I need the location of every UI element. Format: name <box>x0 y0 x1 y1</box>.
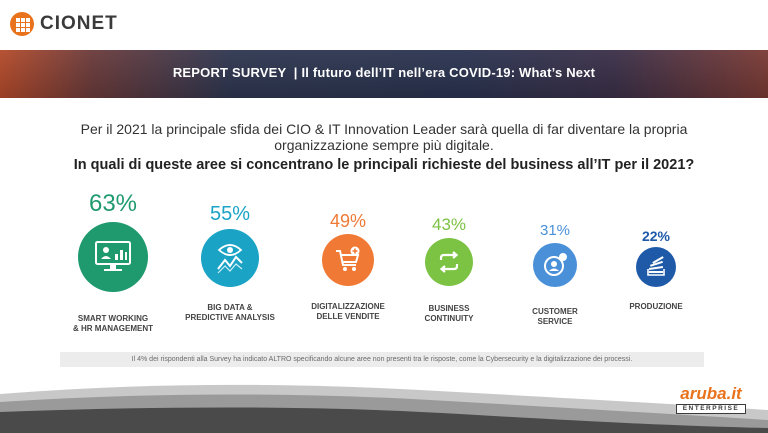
cionet-logo-icon <box>10 12 34 36</box>
repeat-icon <box>439 251 459 273</box>
banner-title: REPORT SURVEY | Il futuro dell’IT nell’e… <box>172 65 596 80</box>
result-label: SMART WORKING & HR MANAGEMENT <box>73 314 153 333</box>
result-icon-circle <box>201 229 259 287</box>
result-percentage: 43% <box>431 215 467 234</box>
result-item-business-continuity: 43% BUSINESS CONTINUITY <box>391 215 507 324</box>
result-label: BUSINESS CONTINUITY <box>424 304 474 323</box>
result-icon-circle <box>425 238 473 286</box>
result-item-digitalizzazione: 49% DIGITALIZZAZIONE DELLE VENDITE <box>290 210 406 322</box>
result-icon-circle <box>636 247 676 287</box>
result-percentage: 22% <box>641 228 671 244</box>
result-icon-circle <box>322 234 374 286</box>
intro-text: Per il 2021 la principale sfida dei CIO … <box>80 121 688 153</box>
monitor-icon <box>95 241 131 271</box>
result-label: PRODUZIONE <box>629 302 683 311</box>
user-support-icon <box>544 253 567 276</box>
result-label: BIG DATA & PREDICTIVE ANALYSIS <box>185 303 275 322</box>
result-icon-circle <box>78 222 148 292</box>
stack-icon <box>647 256 665 276</box>
result-icon-circle <box>533 243 577 287</box>
cionet-logo: CIONET <box>10 12 118 36</box>
result-percentage: 63% <box>88 190 138 217</box>
result-item-produzione: 22% PRODUZIONE <box>598 228 714 312</box>
survey-question: In quali di queste aree si concentrano l… <box>73 157 695 173</box>
aruba-logo: aruba.it ENTERPRISE <box>676 385 746 414</box>
result-label: DIGITALIZZAZIONE DELLE VENDITE <box>311 302 385 321</box>
title-banner: REPORT SURVEY | Il futuro dell’IT nell’e… <box>0 50 768 98</box>
top-bar: CIONET <box>0 0 768 50</box>
eye-chart-icon <box>217 244 243 274</box>
result-percentage: 49% <box>329 211 367 231</box>
result-percentage: 55% <box>209 203 251 225</box>
result-percentage: 31% <box>539 222 571 239</box>
result-item-customer-service: 31% CUSTOMER SERVICE <box>497 222 613 327</box>
result-item-smart-working: 63% SMART WORKING & HR MANAGEMENT <box>55 190 171 334</box>
logo-text: CIONET <box>40 13 118 34</box>
result-item-big-data: 55% BIG DATA & PREDICTIVE ANALYSIS <box>172 202 288 323</box>
cart-icon <box>336 246 360 271</box>
aruba-brand-sub: ENTERPRISE <box>676 404 746 414</box>
result-label: CUSTOMER SERVICE <box>532 307 578 326</box>
bottom-wave-decoration <box>0 384 768 433</box>
aruba-brand: aruba.it <box>680 384 742 403</box>
footnote: Il 4% dei rispondenti alla Survey ha ind… <box>60 352 704 367</box>
